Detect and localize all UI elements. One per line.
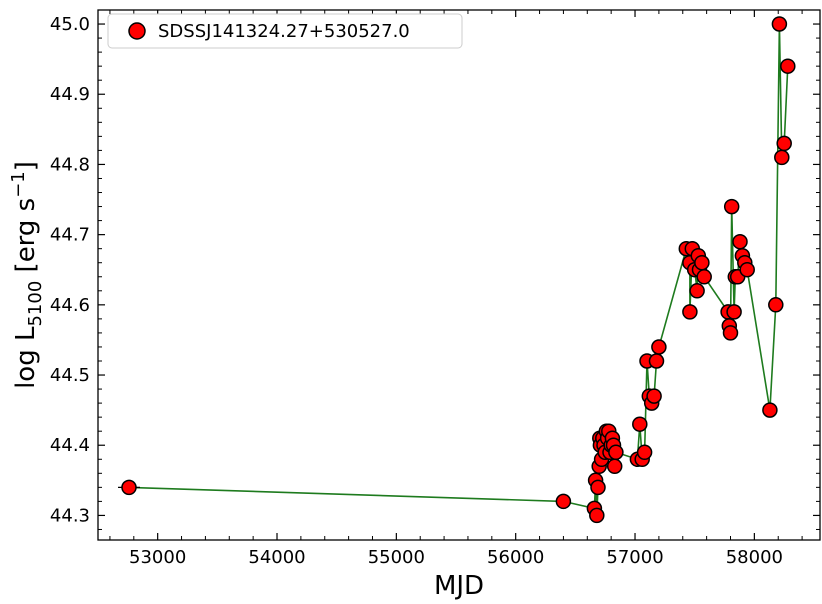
data-point xyxy=(726,304,742,320)
legend: SDSSJ141324.27+530527.0 xyxy=(107,13,463,49)
data-point xyxy=(780,58,796,74)
y-tick-label: 44.3 xyxy=(50,505,90,526)
x-tick-label: 53000 xyxy=(129,547,186,568)
data-point xyxy=(590,479,606,496)
y-tick-label: 44.9 xyxy=(50,84,90,105)
y-tick-label: 44.6 xyxy=(50,295,90,316)
data-point xyxy=(651,339,667,355)
data-point xyxy=(589,507,605,524)
data-point xyxy=(774,149,790,166)
data-point xyxy=(646,388,662,404)
data-point xyxy=(739,261,755,278)
data-point xyxy=(606,458,623,475)
data-point xyxy=(608,444,624,461)
data-point xyxy=(723,198,740,215)
y-axis-title-unit: [erg s xyxy=(11,198,41,281)
tick-layer: 53000 54000 55000 56000 57000 58000 44.3 44.4 44… xyxy=(50,9,820,568)
legend-box xyxy=(107,13,463,49)
x-tick-label: 54000 xyxy=(248,547,305,568)
y-axis-title-close: ] xyxy=(11,161,41,171)
data-point xyxy=(696,269,712,285)
y-tick-label: 44.7 xyxy=(50,225,90,246)
y-tick-label: 44.4 xyxy=(50,435,90,456)
y-tick-label: 45.0 xyxy=(50,14,90,35)
x-axis-title: MJD xyxy=(434,571,484,601)
data-point xyxy=(636,444,653,461)
data-point xyxy=(555,493,572,510)
data-point xyxy=(121,479,137,496)
data-point xyxy=(768,297,784,313)
y-axis-title-main: log L xyxy=(11,326,41,389)
data-point xyxy=(694,254,710,271)
data-point xyxy=(632,416,648,432)
data-point xyxy=(762,402,778,418)
data-point xyxy=(689,283,705,299)
data-point xyxy=(648,353,665,369)
plot-frame xyxy=(97,9,821,541)
y-tick-label: 44.5 xyxy=(50,365,90,386)
y-axis-title: log L5100 [erg s−1] xyxy=(8,161,46,389)
x-tick-label: 55000 xyxy=(368,547,425,568)
x-tick-label: 58000 xyxy=(726,547,783,568)
data-point xyxy=(776,135,792,152)
x-tick-label: 56000 xyxy=(487,547,544,568)
data-point xyxy=(682,304,698,320)
data-point xyxy=(722,325,739,341)
data-point xyxy=(732,233,748,250)
data-points-layer xyxy=(121,16,796,524)
y-tick-label: 44.8 xyxy=(50,154,90,175)
data-point xyxy=(771,16,788,32)
y-axis-title-superscript: −1 xyxy=(8,171,29,198)
legend-marker xyxy=(128,22,146,40)
x-tick-label: 57000 xyxy=(606,547,663,568)
legend-label: SDSSJ141324.27+530527.0 xyxy=(158,21,410,42)
y-axis-title-subscript: 5100 xyxy=(25,281,46,327)
